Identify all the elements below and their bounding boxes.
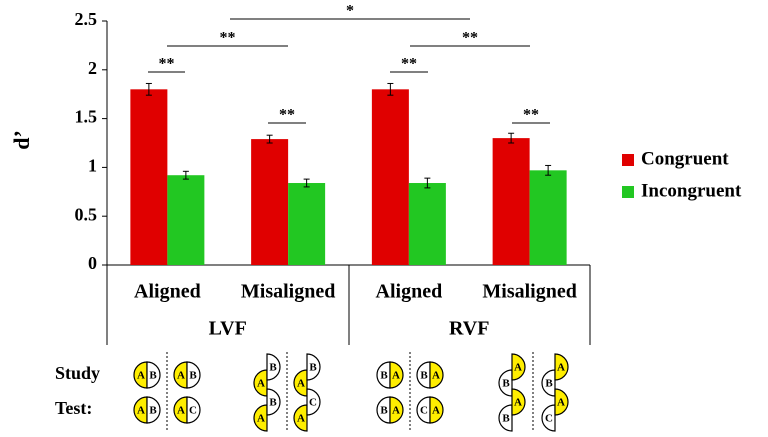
legend-label: Incongruent: [641, 180, 742, 201]
bar: [409, 183, 446, 265]
face-letter: B: [149, 405, 157, 417]
face-letter: B: [502, 413, 510, 425]
face-letter: C: [420, 405, 428, 417]
face-letter: A: [432, 405, 440, 417]
legend-swatch: [622, 186, 634, 198]
x-tick-label: Misaligned: [241, 281, 335, 303]
y-tick-label: 0.5: [75, 204, 98, 224]
face-letter: B: [149, 370, 157, 382]
face-letter: A: [257, 413, 265, 425]
face-letter: A: [297, 378, 305, 390]
face-letter: A: [514, 362, 522, 374]
face-letter: A: [392, 370, 400, 382]
face-letter: C: [189, 405, 197, 417]
face-letter: A: [297, 413, 305, 425]
face-letter: B: [380, 405, 388, 417]
face-letter: B: [502, 378, 510, 390]
y-tick-label: 2.5: [75, 9, 98, 29]
legend-swatch: [622, 154, 634, 166]
face-letter: B: [380, 370, 388, 382]
legend-label: Congruent: [641, 148, 729, 169]
row-label: Test:: [55, 398, 92, 418]
face-letter: A: [432, 370, 440, 382]
significance-label: *: [346, 3, 354, 20]
face-letter: B: [309, 362, 317, 374]
face-letter: A: [137, 405, 145, 417]
face-letter: B: [420, 370, 428, 382]
face-letter: B: [269, 397, 277, 409]
bar: [251, 139, 288, 265]
group-label: RVF: [449, 318, 489, 340]
bar: [530, 170, 567, 265]
face-letter: A: [257, 378, 265, 390]
face-letter: B: [189, 370, 197, 382]
bar: [288, 183, 325, 265]
chart: d’ 0 0.5 1 1.5 2 2.5 Aligned Misaligned Aligned M…: [0, 0, 768, 437]
significance-label: **: [523, 107, 539, 124]
group-label: LVF: [209, 318, 247, 340]
significance-label: **: [279, 107, 295, 124]
face-letter: C: [309, 397, 317, 409]
face-letter: A: [557, 362, 565, 374]
y-tick-label: 2: [88, 58, 97, 78]
face-letter: A: [392, 405, 400, 417]
significance-label: **: [220, 30, 236, 47]
bar: [167, 175, 204, 265]
face-letter: A: [514, 397, 522, 409]
face-letter: C: [545, 413, 553, 425]
face-letter: A: [177, 370, 185, 382]
row-label: Study: [55, 363, 100, 383]
significance-label: **: [159, 56, 175, 73]
bar: [130, 89, 167, 265]
x-tick-label: Aligned: [134, 281, 201, 303]
face-letter: A: [177, 405, 185, 417]
y-tick-label: 1: [88, 156, 97, 176]
y-axis-label: d’: [9, 130, 34, 150]
x-tick-label: Aligned: [376, 281, 443, 303]
y-tick-label: 1.5: [75, 107, 98, 127]
bar: [372, 89, 409, 265]
x-tick-label: Misaligned: [482, 281, 576, 303]
significance-label: **: [462, 30, 478, 47]
significance-label: **: [401, 56, 417, 73]
face-letter: B: [545, 378, 553, 390]
face-letter: B: [269, 362, 277, 374]
face-letter: A: [557, 397, 565, 409]
bar: [493, 138, 530, 265]
face-letter: A: [137, 370, 145, 382]
y-tick-label: 0: [88, 253, 97, 273]
